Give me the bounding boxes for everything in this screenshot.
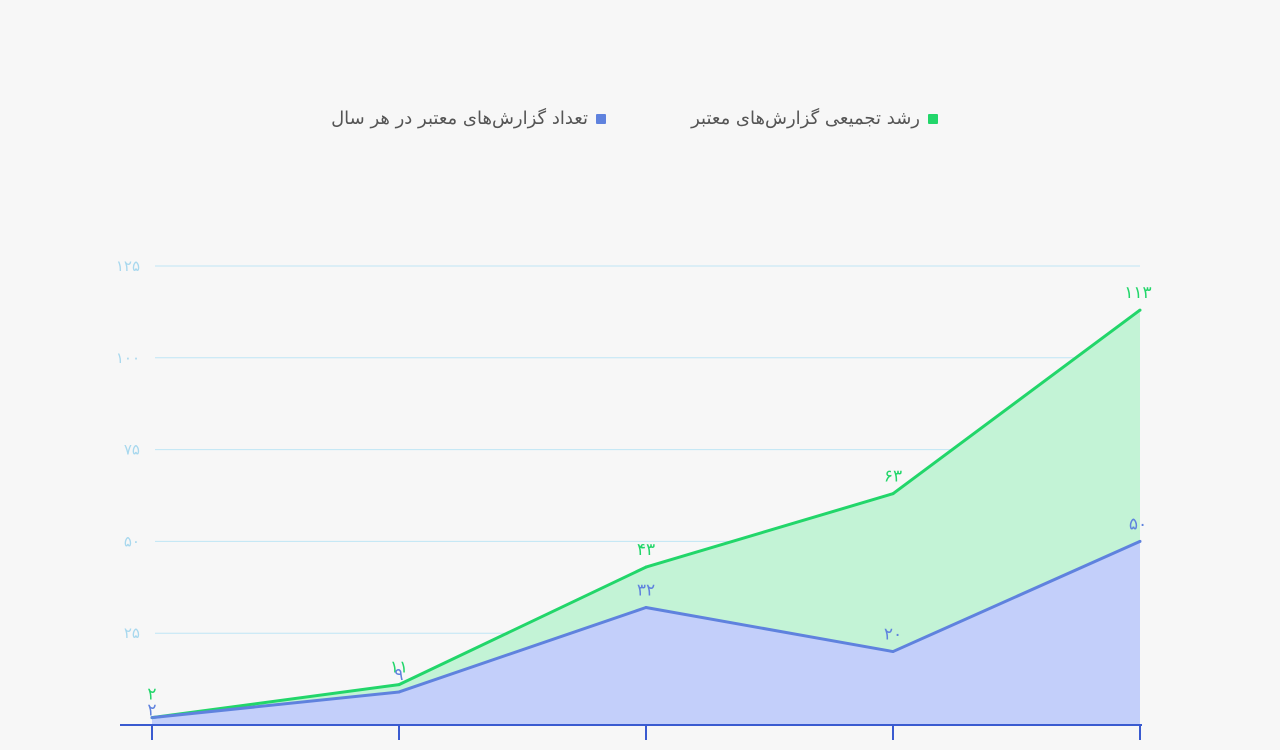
legend-item-cumulative[interactable]: رشد تجمیعی گزارش‌های معتبر — [691, 108, 938, 129]
cumulative-data-label: ۲ — [147, 685, 156, 705]
yearly-data-label: ۹ — [394, 665, 403, 685]
yearly-data-label: ۲ — [147, 701, 156, 721]
cumulative-point — [891, 492, 895, 496]
y-tick-label: ۷۵ — [124, 441, 140, 459]
cumulative-data-label: ۶۳ — [884, 467, 902, 487]
legend-label-yearly: تعداد گزارش‌های معتبر در هر سال — [331, 108, 588, 129]
yearly-point — [1138, 539, 1142, 543]
y-tick-label: ۵۰ — [124, 532, 140, 550]
legend-swatch-cumulative — [928, 113, 938, 124]
legend-label-cumulative: رشد تجمیعی گزارش‌های معتبر — [691, 108, 920, 129]
legend-swatch-yearly — [596, 113, 606, 124]
yearly-data-label: ۲۰ — [884, 625, 902, 645]
cumulative-data-label: ۱۱۳ — [1124, 283, 1151, 303]
cumulative-point — [397, 683, 401, 687]
yearly-point — [150, 716, 154, 720]
y-tick-label: ۱۰۰ — [116, 349, 140, 367]
yearly-point — [397, 690, 401, 694]
yearly-data-label: ۵۰ — [1129, 514, 1147, 534]
cumulative-data-label: ۱۱ — [390, 658, 408, 678]
yearly-area — [152, 541, 1140, 725]
legend-item-yearly[interactable]: تعداد گزارش‌های معتبر در هر سال — [331, 108, 606, 129]
y-tick-label: ۲۵ — [124, 624, 140, 642]
cumulative-point — [644, 565, 648, 569]
cumulative-data-label: ۴۳ — [637, 540, 655, 560]
cumulative-area — [152, 310, 1140, 725]
yearly-data-label: ۳۲ — [637, 580, 655, 600]
yearly-point — [891, 650, 895, 654]
cumulative-point — [1138, 308, 1142, 312]
chart-legend: رشد تجمیعی گزارش‌های معتبر تعداد گزارش‌ه… — [0, 108, 1280, 140]
y-tick-label: ۱۲۵ — [116, 257, 140, 275]
yearly-point — [644, 605, 648, 609]
